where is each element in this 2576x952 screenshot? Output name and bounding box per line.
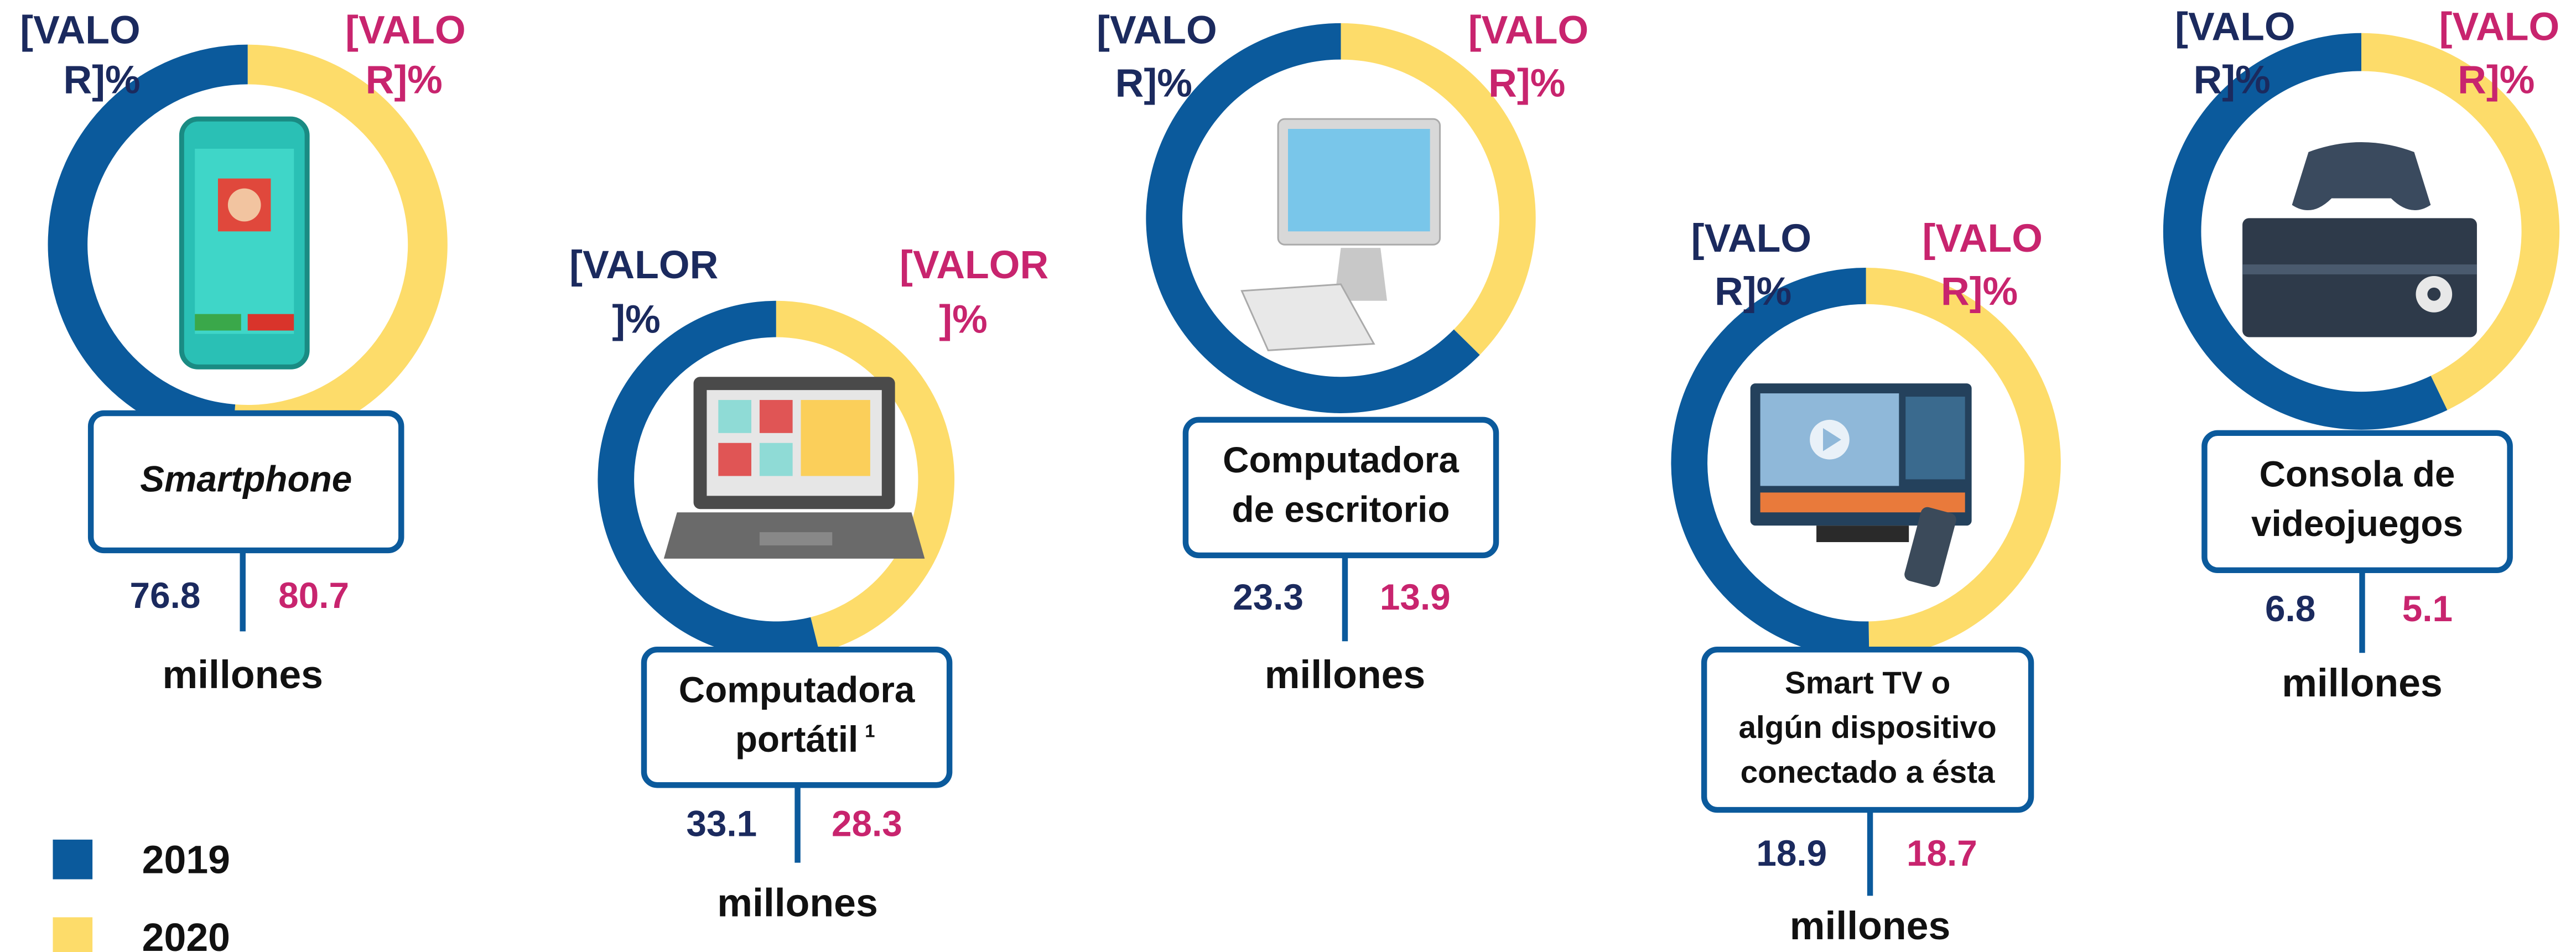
unit-label: millones	[717, 881, 878, 925]
percent-label: [VALOR	[569, 243, 718, 287]
legend-label: 2019	[142, 838, 230, 882]
console-icon	[2242, 142, 2477, 337]
category-title: algún dispositivo	[1739, 710, 1997, 745]
category-title: Smart TV o	[1785, 665, 1950, 700]
percent-label: R]%	[1715, 269, 1791, 314]
phone-icon	[181, 119, 307, 367]
percent-label: [VALO	[1468, 8, 1588, 53]
percent-label: R]%	[1115, 61, 1192, 105]
value-label: 23.3	[1233, 577, 1303, 617]
value-label: 33.1	[686, 803, 757, 844]
percent-label: [VALO	[20, 8, 140, 53]
percent-label: [VALOR	[900, 243, 1048, 287]
laptop-icon	[664, 377, 925, 559]
tv-icon	[1751, 383, 1972, 589]
desktop-icon	[1242, 119, 1440, 350]
percent-label: R]%	[366, 58, 443, 102]
footnote-mark: 1	[865, 720, 875, 741]
value-label: 18.9	[1756, 833, 1827, 873]
unit-label: millones	[1265, 653, 1426, 697]
category-title: portátil	[735, 719, 858, 759]
value-label: 5.1	[2402, 589, 2453, 629]
legend-label: 2020	[142, 915, 230, 952]
value-label: 6.8	[2265, 589, 2315, 629]
value-label: 80.7	[278, 575, 349, 616]
percent-label: [VALO	[345, 8, 465, 53]
category-title: Smartphone	[140, 459, 352, 499]
percent-label: [VALO	[1691, 216, 1811, 261]
value-label: 28.3	[832, 803, 902, 844]
percent-label: [VALO	[2439, 5, 2559, 49]
page: {"legend": [{"name": "2019", "color": "#…	[0, 0, 2576, 952]
legend-swatch	[53, 840, 93, 880]
value-label: 13.9	[1380, 577, 1451, 617]
value-label: 76.8	[130, 575, 201, 616]
unit-label: millones	[1790, 904, 1951, 948]
legend-swatch	[53, 917, 93, 952]
percent-label: R]%	[2194, 58, 2271, 102]
percent-label: [VALO	[2175, 5, 2295, 49]
category-title: Computadora	[679, 669, 915, 710]
value-label: 18.7	[1907, 833, 1977, 873]
percent-label: [VALO	[1097, 8, 1217, 53]
percent-label: R]%	[1941, 269, 2018, 314]
category-title: videojuegos	[2251, 503, 2463, 544]
category-title: Consola de	[2260, 454, 2455, 494]
percent-label: ]%	[612, 298, 661, 342]
unit-label: millones	[2282, 661, 2443, 705]
percent-label: R]%	[63, 58, 140, 102]
infographic: [VALOR]%[VALOR]%Smartphone76.880.7millon…	[0, 0, 2576, 952]
percent-label: R]%	[2458, 58, 2535, 102]
unit-label: millones	[162, 653, 323, 697]
percent-label: [VALO	[1922, 216, 2042, 261]
category-title: conectado a ésta	[1741, 755, 1995, 790]
percent-label: R]%	[1488, 61, 1565, 105]
category-title: de escritorio	[1232, 490, 1450, 530]
category-title: Computadora	[1223, 440, 1459, 480]
percent-label: ]%	[939, 298, 988, 342]
